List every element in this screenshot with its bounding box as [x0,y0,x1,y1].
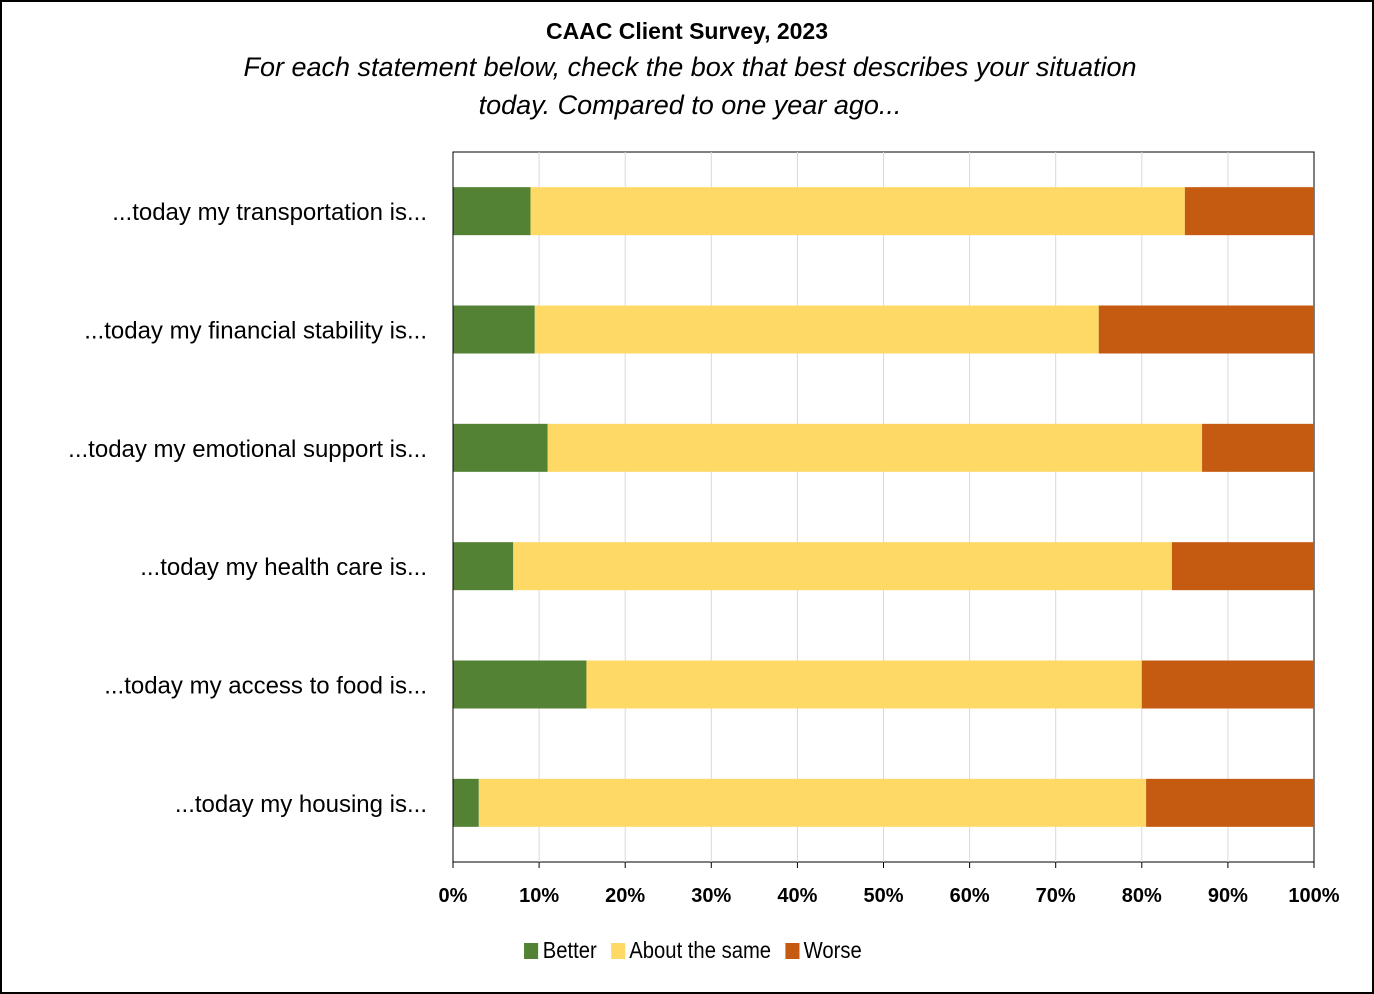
y-category-label: ...today my housing is... [175,791,427,818]
bar-about-the-same [478,778,1147,827]
y-category-label: ...today my access to food is... [104,673,427,700]
bar-worse [1146,778,1314,827]
y-category-label: ...today my emotional support is... [68,436,427,463]
bar-worse [1171,542,1314,591]
x-tick-label: 80% [1122,885,1162,907]
legend-label: Better [542,937,597,963]
x-tick-label: 40% [777,885,817,907]
bar-worse [1202,423,1314,472]
bar-about-the-same [513,542,1172,591]
chart-subtitle-line-1: For each statement below, check the box … [243,52,1137,82]
legend-swatch [524,942,539,959]
bar-about-the-same [530,187,1185,236]
bar-worse [1098,305,1314,354]
x-tick-label: 0% [439,885,468,907]
legend-item: About the same [610,937,772,964]
legend-swatch [610,942,625,959]
chart-legend: Better About the same Worse [88,937,1297,964]
legend-label: Worse [803,937,862,963]
y-category-label: ...today my health care is... [140,554,427,581]
x-tick-label: 10% [519,885,559,907]
chart-subtitle-line-2: today. Compared to one year ago... [478,90,902,120]
legend-swatch [785,942,800,959]
bar-about-the-same [586,660,1142,709]
bar-better [453,423,548,472]
bar-better [453,660,587,709]
bar-about-the-same [547,423,1203,472]
legend-item: Worse [785,937,862,964]
x-tick-label: 50% [863,885,903,907]
bar-about-the-same [534,305,1099,354]
bar-better [453,542,514,591]
bar-better [453,778,479,827]
x-tick-label: 90% [1208,885,1248,907]
x-tick-label: 70% [1036,885,1076,907]
legend-item: Better [524,937,597,964]
bar-worse [1141,660,1314,709]
chart-title: CAAC Client Survey, 2023 [545,18,829,44]
bar-better [453,187,531,236]
y-category-label: ...today my financial stability is... [84,318,427,345]
x-tick-label: 60% [950,885,990,907]
bar-better [453,305,535,354]
bar-worse [1184,187,1314,236]
y-category-label: ...today my transportation is... [112,199,427,226]
x-tick-label: 20% [605,885,645,907]
legend-label: About the same [629,937,772,963]
x-tick-label: 30% [691,885,731,907]
x-tick-label: 100% [1288,885,1339,907]
